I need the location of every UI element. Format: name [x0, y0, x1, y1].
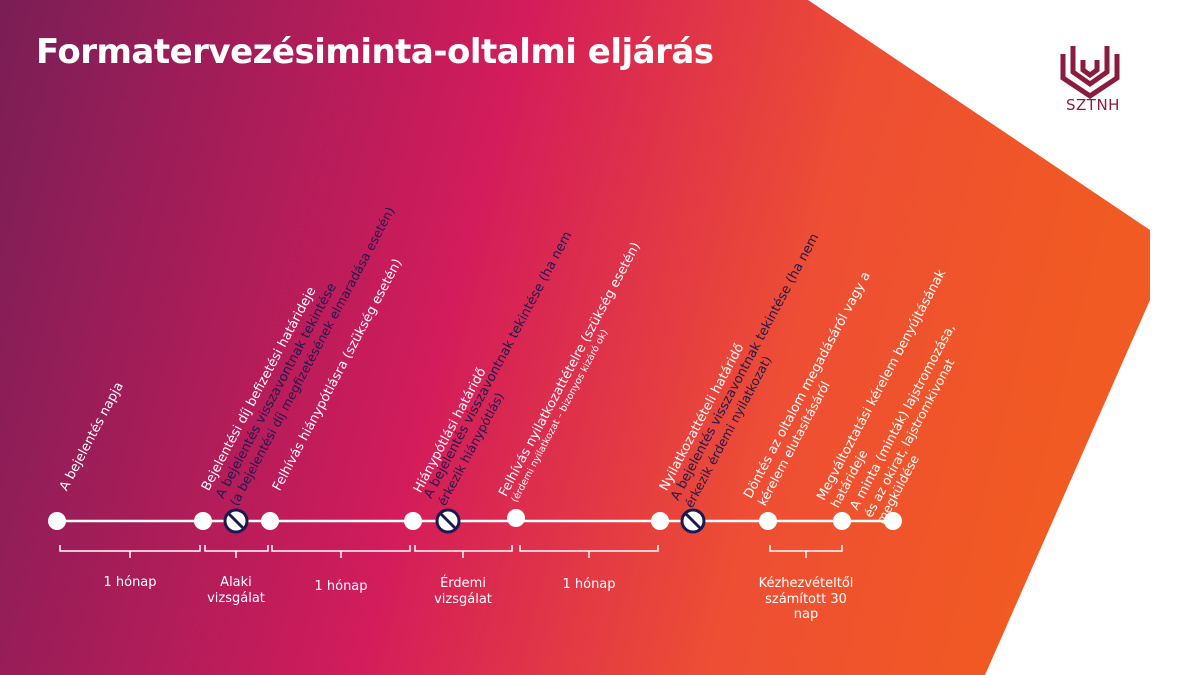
- period-bracket: [520, 545, 658, 551]
- period-bracket: [205, 545, 268, 551]
- period-label: Kézhezvételtől számított 30 nap: [759, 576, 854, 623]
- period-bracket: [415, 545, 512, 551]
- milestone-dot: [759, 512, 777, 530]
- period-label: Alaki vizsgálat: [207, 575, 265, 606]
- withdrawal-icon: [437, 510, 459, 532]
- milestone-dot: [261, 512, 279, 530]
- milestone-dot: [651, 512, 669, 530]
- milestone-dot: [404, 512, 422, 530]
- period-bracket: [770, 545, 842, 551]
- withdrawal-icon: [682, 510, 704, 532]
- period-label: Érdemi vizsgálat: [434, 576, 492, 607]
- withdrawal-icon: [225, 510, 247, 532]
- milestone-dot: [833, 512, 851, 530]
- milestone-dot: [194, 512, 212, 530]
- period-bracket: [60, 545, 200, 551]
- milestone-dot: [507, 509, 525, 527]
- period-label: 1 hónap: [562, 577, 615, 593]
- milestone-dot: [48, 512, 66, 530]
- period-label: 1 hónap: [314, 579, 367, 595]
- period-label: 1 hónap: [103, 575, 156, 591]
- period-bracket: [272, 545, 410, 551]
